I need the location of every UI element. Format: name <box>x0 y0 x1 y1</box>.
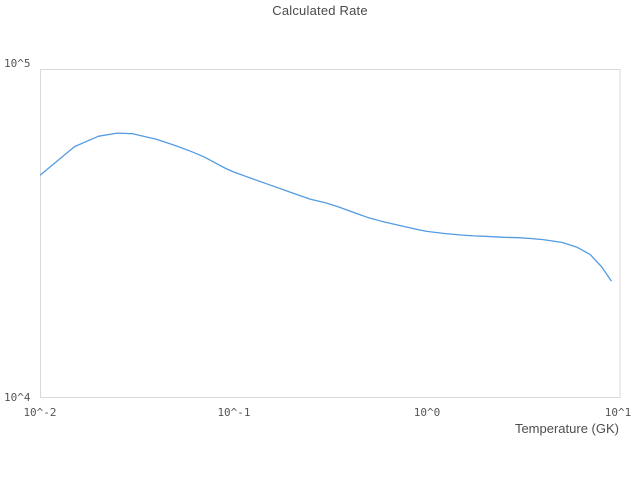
x-tick-label-1e1: 10^1 <box>604 406 632 419</box>
y-tick-label-1e4: 10^4 <box>4 391 31 404</box>
y-tick-label-1e5: 10^5 <box>4 57 31 70</box>
x-tick-label-1e-1: 10^-1 <box>217 406 251 419</box>
x-axis-title: Temperature (GK) <box>514 421 619 436</box>
x-tick-label-1e0: 10^0 <box>413 406 441 419</box>
rate-line <box>39 132 612 282</box>
chart-title: Calculated Rate <box>272 3 368 18</box>
plot-frame <box>40 69 621 398</box>
x-tick-label-1e-2: 10^-2 <box>23 406 57 419</box>
